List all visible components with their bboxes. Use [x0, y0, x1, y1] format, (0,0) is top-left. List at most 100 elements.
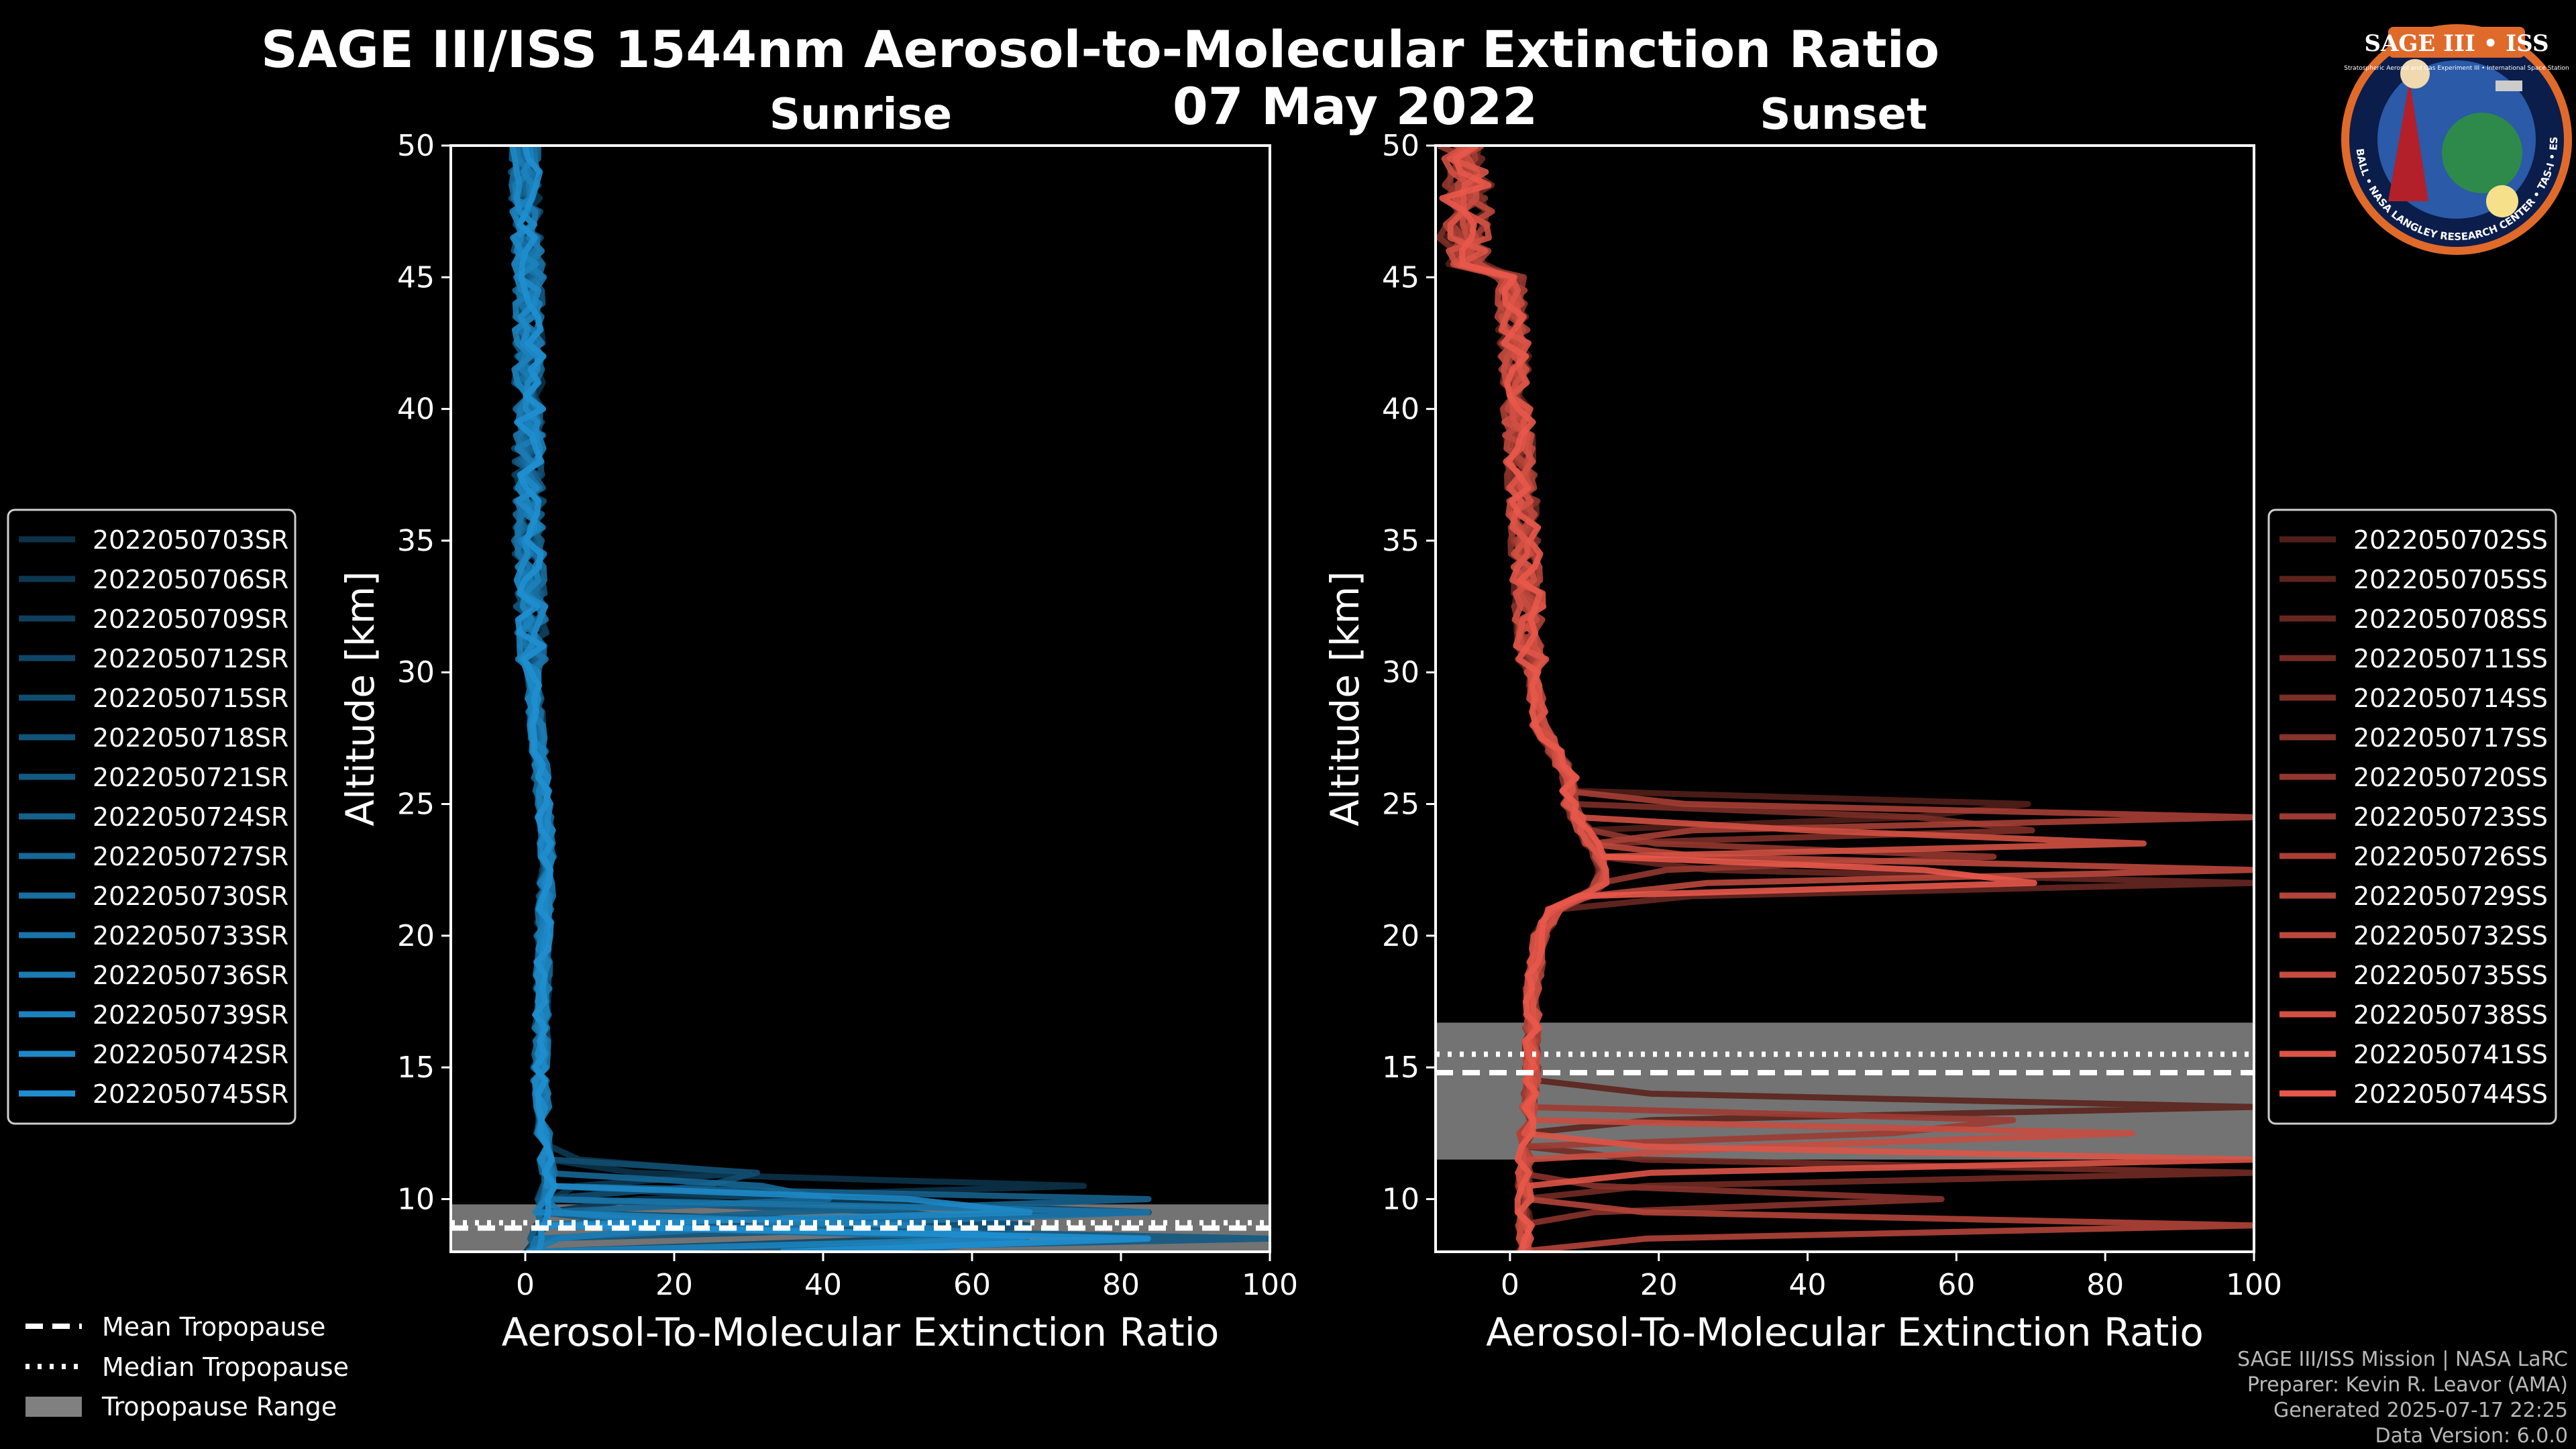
sunset-plot-area	[1436, 146, 2254, 1252]
sunset-xtick-label: 100	[2226, 1268, 2282, 1302]
sunrise-legend-label: 2022050733SR	[93, 921, 288, 951]
logo-text: SAGE III • ISS	[2364, 30, 2548, 57]
sunset-legend-box	[2267, 508, 2557, 1125]
sunset-legend-label: 2022050738SS	[2353, 1000, 2548, 1030]
footer: SAGE III/ISS Mission | NASA LaRC Prepare…	[2237, 1348, 2568, 1448]
sunset-xtick-label: 80	[2086, 1268, 2124, 1302]
sun-icon	[2486, 185, 2518, 217]
sunrise-ytick-label: 40	[397, 392, 435, 427]
sunset-legend: 2022050702SS 2022050705SS 2022050708SS 2022…	[2267, 508, 2557, 1125]
sunset-series-2022050738SS	[1441, 146, 2147, 1252]
sunset-ytick-label: 15	[1382, 1051, 1419, 1085]
sunrise-xtick-label: 0	[516, 1268, 535, 1302]
sunset-ytick-label: 20	[1382, 919, 1419, 953]
sunset-legend-label: 2022050717SS	[2353, 723, 2548, 753]
sunset-legend-label: 2022050732SS	[2353, 921, 2548, 951]
sunrise-legend-box	[7, 508, 297, 1125]
sunset-legend-label: 2022050744SS	[2353, 1079, 2548, 1109]
sunrise-ytick-label: 20	[397, 919, 435, 953]
figure-date: 07 May 2022	[1173, 76, 1538, 136]
median-tropopause-label: Median Tropopause	[102, 1352, 349, 1382]
sunrise-legend-label: 2022050730SR	[93, 881, 288, 911]
sunset-legend-label: 2022050714SS	[2353, 684, 2548, 713]
sunrise-legend-label: 2022050715SR	[93, 684, 288, 713]
sunrise-legend-label: 2022050736SR	[93, 961, 288, 990]
sunset-ytick-label: 35	[1382, 524, 1419, 558]
sunrise-xtick-label: 80	[1102, 1268, 1140, 1302]
footer-mission: SAGE III/ISS Mission | NASA LaRC	[2237, 1348, 2568, 1371]
sunset-ytick-label: 50	[1382, 129, 1419, 163]
sunrise-ytick-label: 35	[397, 524, 435, 558]
sunrise-xtick-label: 60	[953, 1268, 991, 1302]
sunrise-legend-label: 2022050742SR	[93, 1040, 288, 1069]
sunset-series-2022050744SS	[1439, 146, 2037, 1252]
sunset-legend-label: 2022050735SS	[2353, 961, 2548, 990]
sunrise-series-2022050742SR	[509, 146, 1033, 1252]
sunrise-xlabel: Aerosol-To-Molecular Extinction Ratio	[502, 1309, 1220, 1355]
sunset-ytick-label: 40	[1382, 392, 1419, 427]
sunrise-legend-label: 2022050724SR	[93, 802, 288, 832]
sunset-legend-label: 2022050702SS	[2353, 525, 2548, 555]
sunset-legend-label: 2022050729SS	[2353, 881, 2548, 911]
sunset-panel: Sunset 0 20 40 60 80 100 10 15 20 25 30 35 40 45 50 Aero…	[1322, 90, 2557, 1355]
sunset-legend-label: 2022050741SS	[2353, 1040, 2548, 1069]
sunrise-xtick-label: 20	[655, 1268, 693, 1302]
earth-icon	[2442, 113, 2522, 193]
sunset-ytick-label: 45	[1382, 260, 1419, 294]
sunrise-legend-label: 2022050712SR	[93, 644, 288, 674]
sunrise-legend-label: 2022050718SR	[93, 723, 288, 753]
sunrise-legend-label: 2022050745SR	[93, 1079, 288, 1109]
sunrise-axes-frame	[449, 144, 1271, 1253]
sunset-xtick-label: 20	[1640, 1268, 1678, 1302]
sunset-xtick-label: 0	[1501, 1268, 1519, 1302]
sunrise-ytick-label: 45	[397, 260, 435, 294]
sunrise-legend-label: 2022050706SR	[93, 565, 288, 594]
sunrise-series-2022050745SR	[514, 146, 1151, 1252]
sunset-series-2022050741SS	[1447, 146, 2254, 1252]
sunrise-xtick-label: 100	[1242, 1268, 1298, 1302]
sunrise-ytick-label: 50	[397, 129, 435, 163]
footer-preparer: Preparer: Kevin R. Leavor (AMA)	[2247, 1373, 2568, 1397]
footer-generated: Generated 2025-07-17 22:25	[2273, 1399, 2568, 1422]
tropopause-legend: Mean Tropopause Median Tropopause Tropop…	[25, 1312, 349, 1421]
sunrise-legend-label: 2022050727SR	[93, 842, 288, 871]
mean-tropopause-label: Mean Tropopause	[102, 1312, 325, 1342]
sunset-legend-label: 2022050705SS	[2353, 565, 2548, 594]
sunrise-legend-label: 2022050739SR	[93, 1000, 288, 1030]
sunrise-legend-label: 2022050721SR	[93, 763, 288, 792]
sunset-subplot-title: Sunset	[1760, 90, 1927, 140]
sunset-legend-label: 2022050723SS	[2353, 802, 2548, 832]
sunset-legend-label: 2022050726SS	[2353, 842, 2548, 871]
sunset-ylabel: Altitude [km]	[1322, 571, 1368, 826]
sunrise-legend-label: 2022050703SR	[93, 525, 288, 555]
sunset-xtick-label: 40	[1789, 1268, 1827, 1302]
tropopause-range-label: Tropopause Range	[101, 1392, 337, 1421]
sunset-xtick-label: 60	[1937, 1268, 1975, 1302]
sunset-legend-label: 2022050708SS	[2353, 604, 2548, 634]
figure-title: SAGE III/ISS 1544nm Aerosol-to-Molecular…	[261, 19, 1939, 79]
footer-version: Data Version: 6.0.0	[2375, 1424, 2568, 1448]
space-station-icon	[2496, 80, 2522, 91]
sunrise-subplot-title: Sunrise	[769, 90, 952, 140]
sunrise-ytick-label: 25	[397, 788, 435, 822]
sunrise-ylabel: Altitude [km]	[337, 571, 383, 826]
sunrise-ytick-label: 15	[397, 1051, 435, 1085]
sunrise-ytick-label: 10	[397, 1182, 435, 1216]
sunrise-xtick-label: 40	[804, 1268, 842, 1302]
logo-subtext: Stratospheric Aerosol and Gas Experiment…	[2344, 65, 2569, 72]
tropopause-range-swatch	[25, 1397, 82, 1417]
sunrise-series-2022050739SR	[509, 146, 1026, 1252]
sunrise-ytick-label: 30	[397, 655, 435, 690]
sunset-axes-frame	[1434, 144, 2255, 1253]
sunrise-panel: Sunrise 0 20 40 60 80 100 10 15 20 25 30 35 40 45 50 Aer…	[7, 90, 1298, 1355]
sunset-ytick-label: 30	[1382, 655, 1419, 690]
sunset-legend-label: 2022050711SS	[2353, 644, 2548, 674]
sunrise-legend: 2022050703SR 2022050706SR 2022050709SR 2022…	[7, 508, 297, 1125]
sunrise-legend-label: 2022050709SR	[93, 604, 288, 634]
sunset-ytick-label: 25	[1382, 788, 1419, 822]
figure-icon	[2388, 80, 2428, 201]
sunset-ytick-label: 10	[1382, 1182, 1419, 1216]
sunset-xlabel: Aerosol-To-Molecular Extinction Ratio	[1486, 1309, 2204, 1355]
